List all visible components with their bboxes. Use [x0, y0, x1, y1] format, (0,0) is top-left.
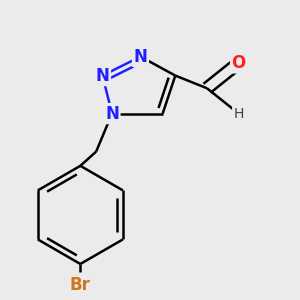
Text: N: N — [105, 105, 119, 123]
Text: Br: Br — [70, 276, 91, 294]
Text: H: H — [233, 106, 244, 121]
Text: N: N — [134, 48, 147, 66]
Text: O: O — [232, 54, 246, 72]
Text: N: N — [96, 67, 110, 85]
